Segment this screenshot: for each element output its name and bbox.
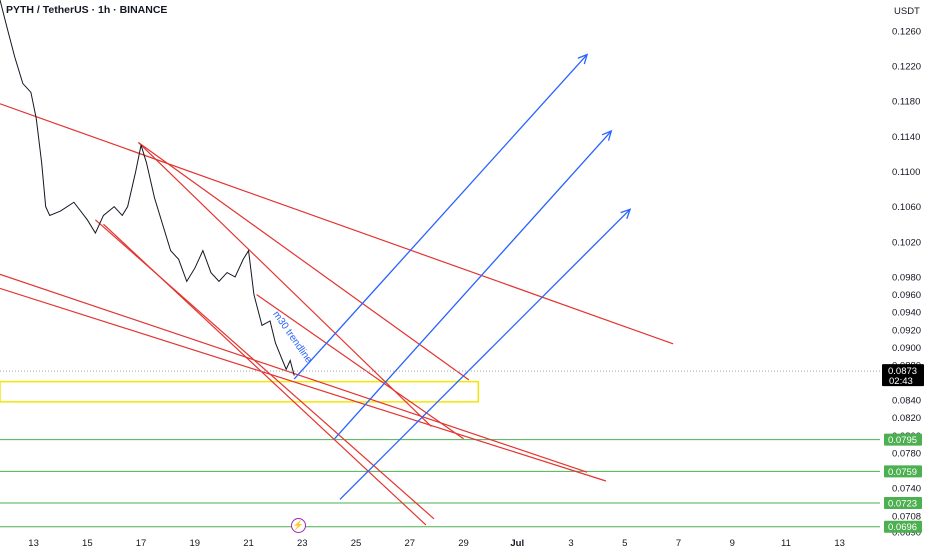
support-level-badge <box>884 433 922 446</box>
y-tick-label: 0.1060 <box>892 202 921 213</box>
y-tick-label: 0.0708 <box>892 512 921 523</box>
y-tick-label: 0.1220 <box>892 61 921 72</box>
y-tick-label: 0.0820 <box>892 413 921 424</box>
y-tick-label: 0.1020 <box>892 237 921 248</box>
x-tick-label: 11 <box>781 538 791 549</box>
x-tick-label: 3 <box>568 538 573 549</box>
x-tick-label: 29 <box>458 538 469 549</box>
x-tick-label: 25 <box>351 538 362 549</box>
y-tick-label: 0.1260 <box>892 26 921 37</box>
support-level-badge <box>884 465 922 478</box>
x-tick-label: 7 <box>676 538 681 549</box>
support-level-badge-label: 0.0795 <box>888 435 917 446</box>
resistance-trendline <box>103 223 427 526</box>
resistance-trendline <box>0 103 674 345</box>
x-tick-label: 23 <box>297 538 308 549</box>
last-price-badge <box>882 364 924 387</box>
resistance-trendline <box>138 141 470 381</box>
trendline-annotation: m30 trendline <box>270 309 314 365</box>
support-level-badge <box>884 520 922 533</box>
y-tick-label: 0.1180 <box>892 97 920 108</box>
countdown-timer: 02:43 <box>889 376 913 387</box>
resistance-trendline <box>256 294 464 440</box>
projection-arrow <box>339 208 631 500</box>
x-tick-label: 19 <box>190 538 201 549</box>
projection-arrow <box>293 54 588 380</box>
y-tick-label: 0.1100 <box>892 167 920 178</box>
y-tick-label: 0.0690 <box>892 528 921 539</box>
y-tick-label: 0.0780 <box>892 448 921 459</box>
support-level-badge-label: 0.0723 <box>888 498 917 509</box>
x-tick-label: 13 <box>834 538 845 549</box>
x-tick-label: 13 <box>28 538 39 549</box>
symbol-title: PYTH / TetherUS · 1h · BINANCE <box>6 4 168 16</box>
support-level-badge-label: 0.0696 <box>888 522 917 533</box>
projection-arrow-head <box>601 129 613 141</box>
lightning-event-icon[interactable]: ⚡ <box>291 518 306 533</box>
y-tick-label: 0.0900 <box>892 343 921 354</box>
y-tick-label: 0.0980 <box>892 272 921 283</box>
support-level-badge-label: 0.0759 <box>888 467 917 478</box>
resistance-trendline <box>0 287 607 482</box>
demand-zone <box>0 380 480 403</box>
projection-arrow-head <box>577 53 589 65</box>
x-tick-label: 9 <box>730 538 735 549</box>
last-price-value: 0.0873 <box>888 366 917 377</box>
support-level-badge <box>884 496 922 509</box>
price-series-line <box>0 0 295 376</box>
x-tick-label: 5 <box>622 538 627 549</box>
x-tick-label: 17 <box>136 538 147 549</box>
x-tick-label: 27 <box>404 538 415 549</box>
y-tick-label: 0.1140 <box>892 132 920 143</box>
y-tick-label: 0.0740 <box>892 484 921 495</box>
projection-arrow-head <box>620 208 632 219</box>
resistance-trendline <box>137 142 432 427</box>
projection-arrow <box>334 130 612 440</box>
x-tick-label: 21 <box>243 538 254 549</box>
y-tick-label: 0.0960 <box>892 290 921 301</box>
x-tick-label: 15 <box>82 538 93 549</box>
x-tick-label: Jul <box>510 538 524 549</box>
y-tick-label: 0.0920 <box>892 325 921 336</box>
y-tick-label: 0.0840 <box>892 396 921 407</box>
price-unit-label: USDT <box>894 6 920 17</box>
y-tick-label: 0.0940 <box>892 308 921 319</box>
